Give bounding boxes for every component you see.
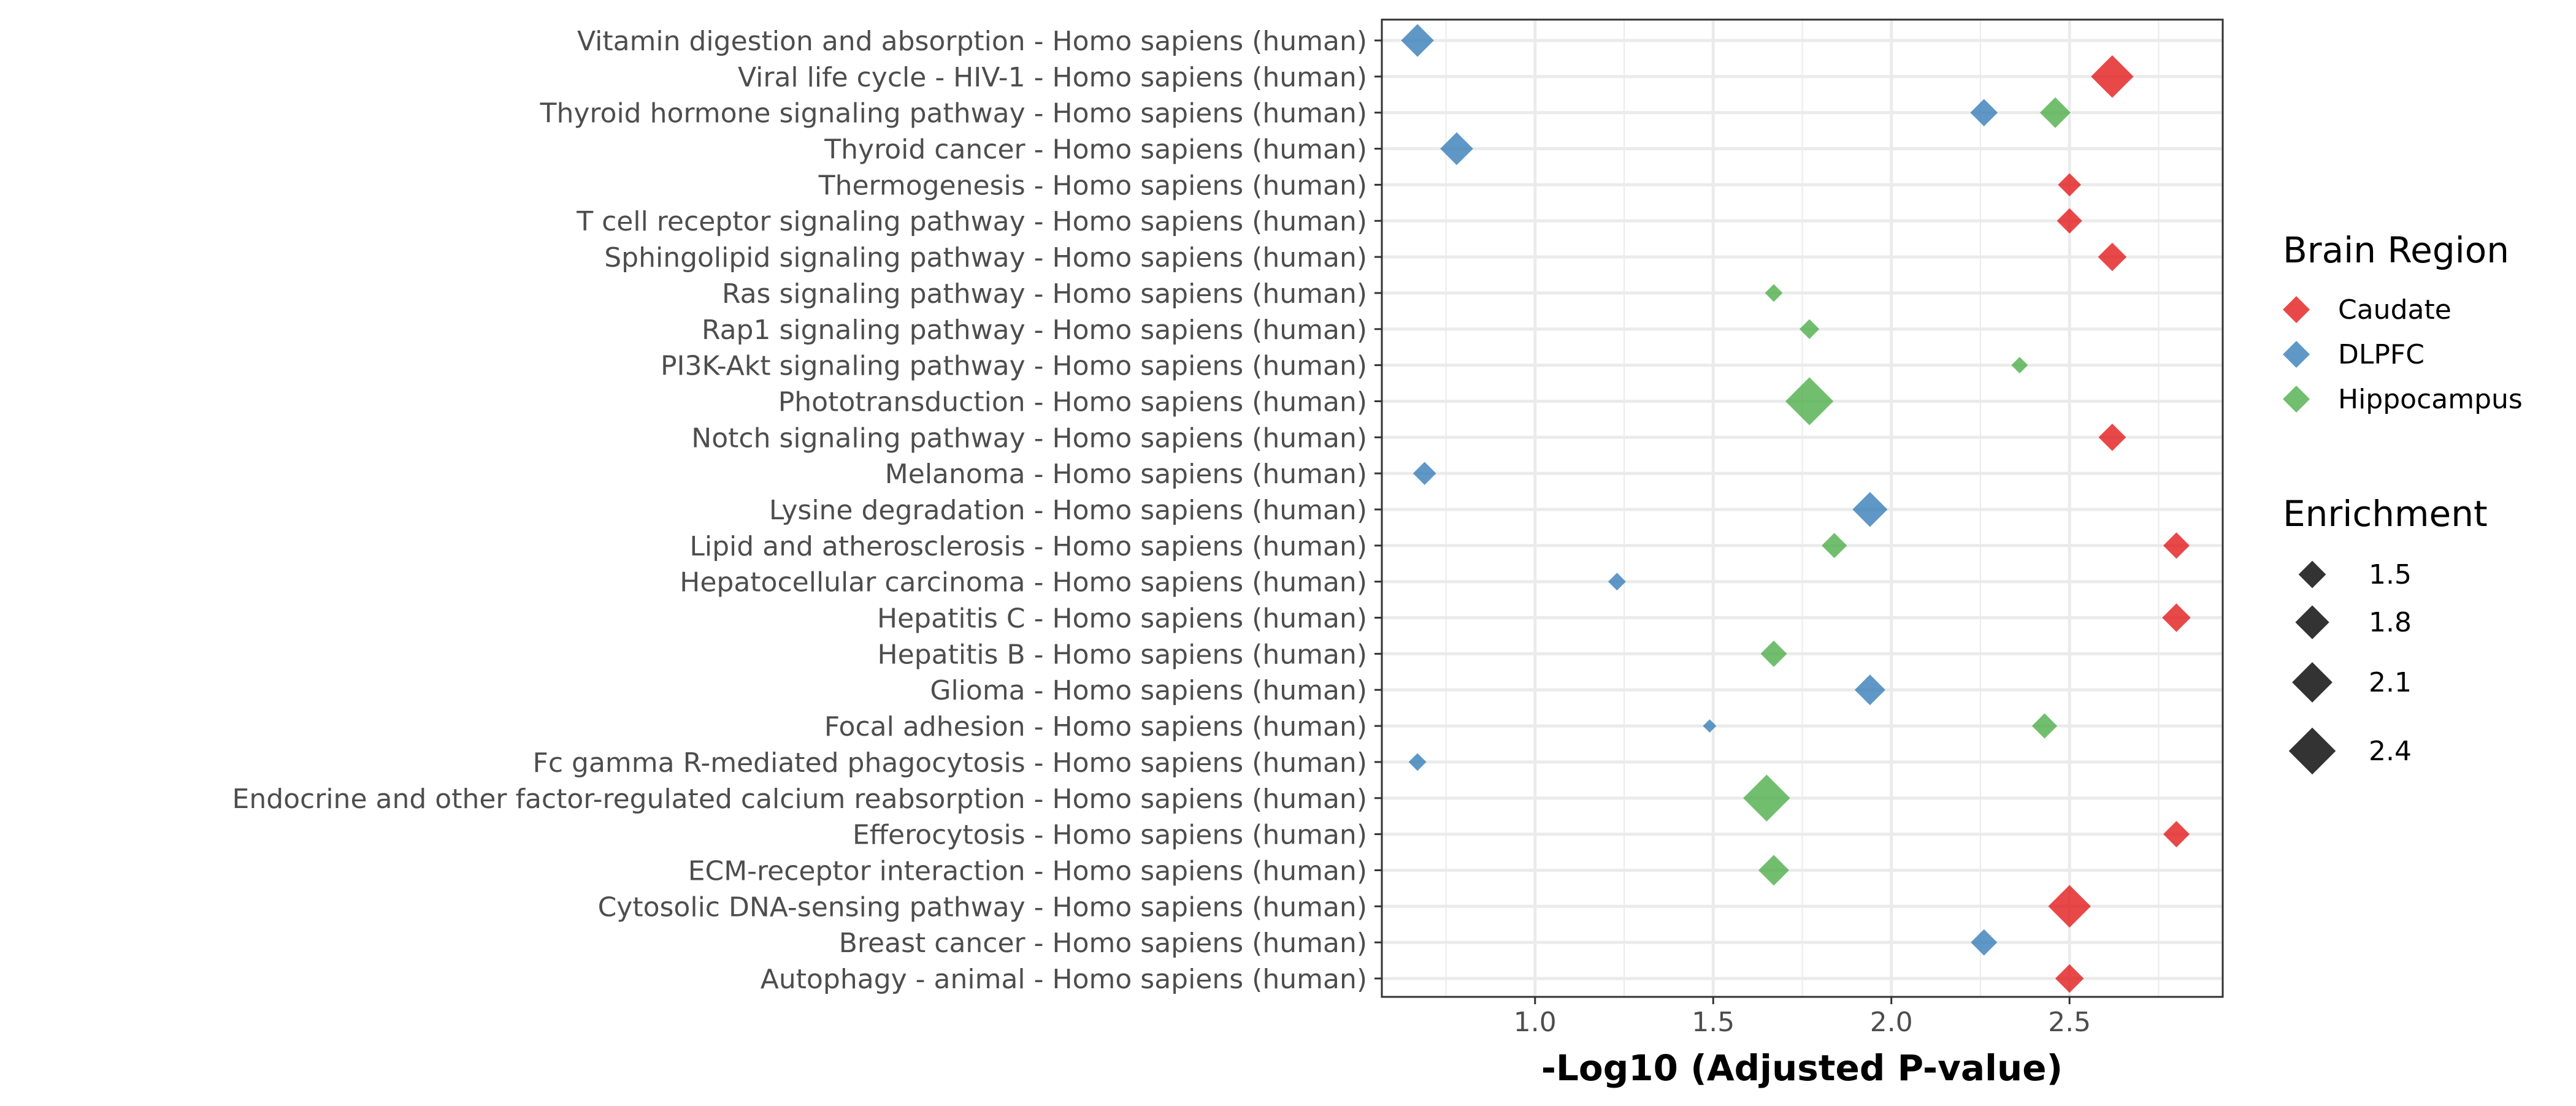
legend-size-key-2-1 [2292, 662, 2333, 703]
y-tick-label-focal-adhesion-homo-sapiens-human: Focal adhesion - Homo sapiens (human) [824, 711, 1367, 742]
y-tick-label-lysine-degradation-homo-sapiens-human: Lysine degradation - Homo sapiens (human… [769, 495, 1367, 526]
y-tick-label-glioma-homo-sapiens-human: Glioma - Homo sapiens (human) [930, 675, 1367, 706]
y-tick-label-notch-signaling-pathway-homo-sapiens-human: Notch signaling pathway - Homo sapiens (… [691, 422, 1367, 454]
point-dlpfc-fc-gamma-r-mediated-phagocytosis [1408, 753, 1427, 771]
y-tick-label-cytosolic-dna-sensing-pathway-homo-sapiens-human: Cytosolic DNA-sensing pathway - Homo sap… [598, 891, 1367, 923]
x-tick-label: 1.0 [1514, 1007, 1557, 1038]
legend-size-key-1-5 [2298, 560, 2326, 589]
y-tick-label-hepatocellular-carcinoma-homo-sapiens-human: Hepatocellular carcinoma - Homo sapiens … [680, 567, 1367, 598]
point-dlpfc-glioma [1854, 674, 1885, 706]
x-tick-label: 1.5 [1692, 1007, 1735, 1038]
legend-size-label-2-1: 2.1 [2369, 667, 2412, 698]
legend-key-dlpfc [2283, 341, 2310, 368]
legend-size-label-1-8: 1.8 [2369, 607, 2412, 638]
legend-size-key-2-4 [2288, 727, 2336, 775]
point-dlpfc-focal-adhesion [1703, 719, 1717, 733]
point-hippocampus-pi3k-akt-signaling-pathway [2011, 357, 2028, 374]
point-caudate-notch-signaling-pathway [2098, 423, 2126, 451]
x-axis-label: -Log10 (Adjusted P-value) [1541, 1047, 2063, 1089]
point-dlpfc-vitamin-digestion-and-absorption [1401, 24, 1434, 57]
y-tick-label-ecm-receptor-interaction-homo-sapiens-human: ECM-receptor interaction - Homo sapiens … [688, 855, 1367, 887]
series-hippocampus [1743, 97, 2071, 886]
point-caudate-thermogenesis [2058, 173, 2082, 197]
y-tick-label-thyroid-hormone-signaling-pathway-homo-sapiens-human: Thyroid hormone signaling pathway - Homo… [540, 98, 1367, 129]
y-tick-label-phototransduction-homo-sapiens-human: Phototransduction - Homo sapiens (human) [778, 386, 1367, 418]
legend-key-caudate [2283, 296, 2310, 323]
point-dlpfc-breast-cancer [1971, 929, 1998, 956]
x-tick-label: 2.5 [2048, 1007, 2091, 1038]
point-dlpfc-melanoma [1413, 462, 1436, 485]
legend-label-hippocampus: Hippocampus [2338, 384, 2523, 415]
point-hippocampus-ras-signaling-pathway [1765, 284, 1783, 302]
legend-key-hippocampus [2283, 386, 2310, 413]
y-axis: Vitamin digestion and absorption - Homo … [232, 26, 1382, 995]
point-caudate-sphingolipid-signaling-pathway [2098, 242, 2127, 272]
legend-brain-region: Brain Region Caudate DLPFC Hippocampus [2283, 229, 2523, 415]
point-hippocampus-hepatitis-b [1760, 640, 1787, 667]
point-hippocampus-rap1-signaling-pathway [1799, 319, 1820, 339]
point-hippocampus-focal-adhesion [2031, 713, 2058, 739]
legend-size-label-1-5: 1.5 [2369, 559, 2412, 590]
point-hippocampus-thyroid-hormone-signaling-pathway [2039, 97, 2071, 128]
y-tick-label-endocrine-and-other-factor-regulated-calcium-reabsorption-homo-sapiens-human: Endocrine and other factor-regulated cal… [232, 784, 1367, 815]
y-tick-label-lipid-and-atherosclerosis-homo-sapiens-human: Lipid and atherosclerosis - Homo sapiens… [689, 531, 1367, 562]
point-dlpfc-thyroid-cancer [1440, 132, 1473, 166]
point-hippocampus-ecm-receptor-interaction [1758, 855, 1790, 886]
y-tick-label-viral-life-cycle-hiv-1-homo-sapiens-human: Viral life cycle - HIV-1 - Homo sapiens … [738, 62, 1367, 93]
y-tick-label-hepatitis-c-homo-sapiens-human: Hepatitis C - Homo sapiens (human) [877, 603, 1367, 635]
point-caudate-cytosolic-dna-sensing-pathway [2048, 885, 2091, 928]
x-axis: 1.0 1.5 2.0 2.5 [1514, 997, 2091, 1038]
y-tick-label-rap1-signaling-pathway-homo-sapiens-human: Rap1 signaling pathway - Homo sapiens (h… [702, 315, 1367, 346]
legend-size-key-1-8 [2295, 605, 2329, 639]
series-caudate [2048, 55, 2191, 993]
legend-enrichment-title: Enrichment [2283, 493, 2488, 535]
y-tick-label-thyroid-cancer-homo-sapiens-human: Thyroid cancer - Homo sapiens (human) [824, 134, 1367, 166]
x-tick-label: 2.0 [1870, 1007, 1913, 1038]
panel-border [1381, 18, 2224, 998]
point-hippocampus-endocrine-and-other-factor-regulated-calcium-reabsorption [1743, 774, 1790, 822]
y-tick-label-hepatitis-b-homo-sapiens-human: Hepatitis B - Homo sapiens (human) [878, 639, 1367, 670]
point-caudate-efferocytosis [2163, 821, 2190, 848]
point-caudate-t-cell-receptor-signaling-pathway [2057, 208, 2082, 234]
y-tick-label-breast-cancer-homo-sapiens-human: Breast cancer - Homo sapiens (human) [839, 928, 1367, 959]
point-hippocampus-phototransduction [1785, 377, 1834, 425]
legend-brain-region-title: Brain Region [2283, 229, 2509, 271]
y-tick-label-efferocytosis-homo-sapiens-human: Efferocytosis - Homo sapiens (human) [853, 820, 1367, 851]
legend-enrichment: Enrichment 1.5 1.8 2.1 2.4 [2283, 493, 2488, 775]
y-tick-label-autophagy-animal-homo-sapiens-human: Autophagy - animal - Homo sapiens (human… [761, 964, 1367, 995]
y-tick-label-ras-signaling-pathway-homo-sapiens-human: Ras signaling pathway - Homo sapiens (hu… [722, 278, 1367, 310]
point-hippocampus-lipid-and-atherosclerosis [1822, 533, 1847, 559]
y-tick-label-thermogenesis-homo-sapiens-human: Thermogenesis - Homo sapiens (human) [818, 170, 1367, 201]
series-dlpfc [1401, 24, 1998, 956]
marks-layer [1401, 24, 2191, 993]
point-caudate-autophagy-animal [2055, 964, 2084, 993]
y-tick-label-vitamin-digestion-and-absorption-homo-sapiens-human: Vitamin digestion and absorption - Homo … [577, 26, 1367, 57]
y-tick-label-pi3k-akt-signaling-pathway-homo-sapiens-human: PI3K-Akt signaling pathway - Homo sapien… [661, 351, 1367, 382]
legend-size-label-2-4: 2.4 [2369, 736, 2412, 767]
point-dlpfc-thyroid-hormone-signaling-pathway [1970, 99, 1998, 127]
y-tick-label-melanoma-homo-sapiens-human: Melanoma - Homo sapiens (human) [885, 459, 1367, 490]
point-dlpfc-lysine-degradation [1852, 492, 1888, 527]
grid-layer [1382, 20, 2223, 997]
legend-label-caudate: Caudate [2338, 294, 2451, 326]
point-caudate-hepatitis-c [2162, 603, 2191, 632]
point-caudate-lipid-and-atherosclerosis [2163, 532, 2190, 559]
y-tick-label-t-cell-receptor-signaling-pathway-homo-sapiens-human: T cell receptor signaling pathway - Homo… [576, 206, 1367, 237]
y-tick-label-sphingolipid-signaling-pathway-homo-sapiens-human: Sphingolipid signaling pathway - Homo sa… [604, 242, 1367, 273]
point-caudate-viral-life-cycle-hiv-1 [2091, 55, 2134, 98]
y-tick-label-fc-gamma-r-mediated-phagocytosis-homo-sapiens-human: Fc gamma R-mediated phagocytosis - Homo … [533, 747, 1367, 779]
legend-label-dlpfc: DLPFC [2338, 339, 2425, 370]
point-dlpfc-hepatocellular-carcinoma [1608, 573, 1626, 591]
